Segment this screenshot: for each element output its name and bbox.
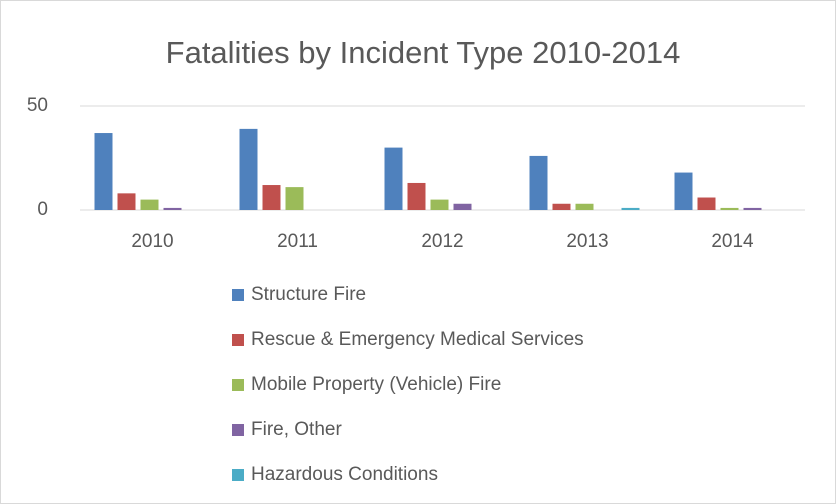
legend-swatch (232, 289, 244, 301)
bar (621, 207, 640, 210)
x-tick-label: 2013 (566, 231, 608, 252)
legend-swatch (232, 424, 244, 436)
bar (720, 207, 739, 210)
bar (117, 193, 136, 210)
bar (239, 128, 258, 210)
bar (430, 199, 449, 210)
bar (140, 199, 159, 210)
x-tick-label: 2014 (711, 231, 754, 252)
y-tick-label: 50 (27, 95, 48, 116)
bar (697, 197, 716, 210)
x-tick-label: 2012 (421, 231, 463, 252)
bar (743, 207, 762, 210)
bar (575, 203, 594, 210)
legend-swatch (232, 379, 244, 391)
chart-title: Fatalities by Incident Type 2010-2014 (166, 35, 681, 70)
legend-swatch (232, 334, 244, 346)
y-tick-label: 0 (37, 199, 48, 220)
bar (453, 203, 472, 210)
bar (262, 185, 281, 210)
bar (674, 172, 693, 210)
bar (384, 147, 403, 210)
x-tick-label: 2011 (277, 231, 318, 252)
legend-label: Rescue & Emergency Medical Services (251, 329, 584, 350)
bar (94, 133, 113, 210)
legend-swatch (232, 469, 244, 481)
bar (163, 207, 182, 210)
legend-label: Structure Fire (251, 284, 366, 305)
legend-label: Mobile Property (Vehicle) Fire (251, 374, 501, 395)
bar (552, 203, 571, 210)
legend-label: Fire, Other (251, 419, 342, 440)
legend-label: Hazardous Conditions (251, 464, 438, 485)
bar (529, 155, 548, 210)
x-tick-label: 2010 (131, 231, 173, 252)
bar (285, 187, 304, 210)
bar (407, 182, 426, 210)
